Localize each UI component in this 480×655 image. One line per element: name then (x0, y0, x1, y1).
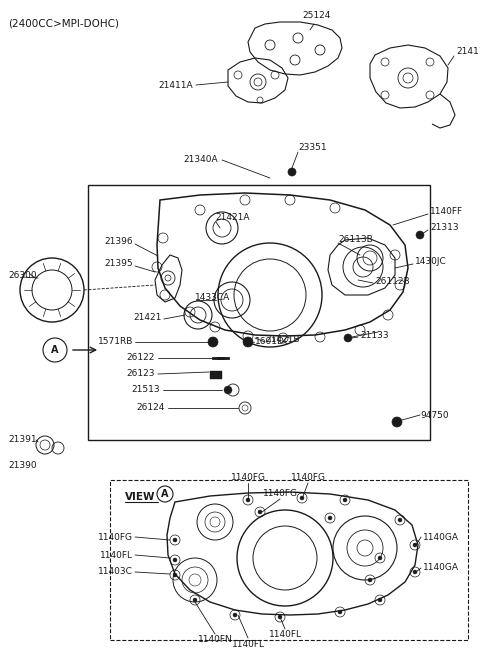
Text: 1140FF: 1140FF (430, 208, 463, 217)
Text: 1140FG: 1140FG (230, 473, 265, 482)
Text: 1430JC: 1430JC (415, 257, 447, 267)
Text: 21391: 21391 (8, 436, 36, 445)
Text: 26113B: 26113B (338, 236, 373, 244)
Circle shape (173, 558, 177, 562)
Text: 1140GA: 1140GA (423, 563, 459, 572)
Text: 21513: 21513 (132, 386, 160, 394)
Circle shape (416, 231, 424, 239)
Text: 23351: 23351 (298, 143, 326, 153)
Text: VIEW: VIEW (125, 492, 156, 502)
Circle shape (413, 543, 417, 547)
Text: (2400CC>MPI-DOHC): (2400CC>MPI-DOHC) (8, 18, 119, 28)
Text: 26123: 26123 (127, 369, 155, 379)
Text: A: A (161, 489, 169, 499)
Circle shape (300, 496, 304, 500)
Text: 1140FG: 1140FG (290, 473, 325, 482)
Text: 1140FG: 1140FG (98, 533, 133, 542)
Bar (110, 480, 468, 640)
Text: 21395: 21395 (104, 259, 133, 269)
Text: 21411A: 21411A (158, 81, 193, 90)
Circle shape (328, 516, 332, 520)
Text: 1140GA: 1140GA (423, 533, 459, 542)
Text: 26124: 26124 (137, 403, 165, 413)
Text: 11403C: 11403C (98, 567, 133, 576)
Circle shape (413, 570, 417, 574)
Text: 1140FL: 1140FL (231, 640, 264, 649)
Text: A: A (51, 345, 59, 355)
Circle shape (338, 610, 342, 614)
Text: 21421B: 21421B (265, 335, 300, 345)
Circle shape (398, 518, 402, 522)
Text: 1601DC: 1601DC (255, 337, 291, 346)
Text: 26122: 26122 (127, 354, 155, 362)
Circle shape (368, 578, 372, 582)
Text: 21313: 21313 (430, 223, 458, 233)
Circle shape (208, 337, 218, 347)
Circle shape (378, 556, 382, 560)
Bar (210, 371, 222, 379)
Circle shape (173, 538, 177, 542)
Text: 26112B: 26112B (375, 278, 409, 286)
Circle shape (378, 598, 382, 602)
Circle shape (278, 615, 282, 619)
Text: 1140FG: 1140FG (263, 489, 298, 498)
Circle shape (193, 598, 197, 602)
Circle shape (243, 337, 253, 347)
Text: 1433CA: 1433CA (195, 293, 230, 303)
Circle shape (343, 498, 347, 502)
Circle shape (246, 498, 250, 502)
Text: 21421A: 21421A (215, 214, 250, 223)
Circle shape (173, 573, 177, 577)
Text: 1140FN: 1140FN (198, 635, 232, 644)
Bar (88, 185, 430, 440)
Text: 25124: 25124 (302, 11, 330, 20)
Text: 21340A: 21340A (183, 155, 218, 164)
Text: 21421: 21421 (133, 314, 162, 322)
Circle shape (288, 168, 296, 176)
Circle shape (242, 405, 248, 411)
Text: 1571RB: 1571RB (97, 337, 133, 346)
Text: 21411B: 21411B (456, 48, 480, 56)
Text: 26300: 26300 (8, 271, 36, 280)
Circle shape (224, 386, 232, 394)
Circle shape (344, 334, 352, 342)
Text: 21390: 21390 (8, 460, 36, 470)
Text: 1140FL: 1140FL (268, 630, 301, 639)
Circle shape (258, 510, 262, 514)
Circle shape (392, 417, 402, 427)
Circle shape (233, 613, 237, 617)
Text: 94750: 94750 (420, 411, 449, 419)
Text: 21133: 21133 (360, 331, 389, 339)
Text: 21396: 21396 (104, 238, 133, 246)
Text: 1140FL: 1140FL (100, 550, 133, 559)
